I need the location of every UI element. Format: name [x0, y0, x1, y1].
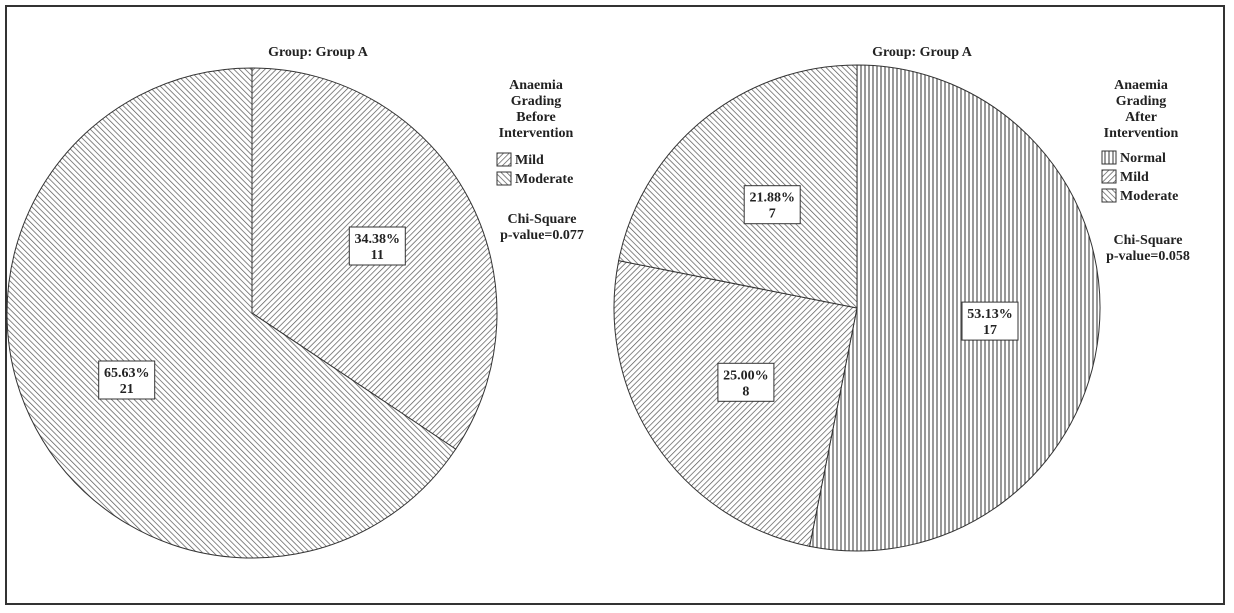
legend-title-line: After [1125, 110, 1157, 125]
legend-after: Anaemia Grading After Intervention Norma… [1101, 78, 1190, 264]
pie-slice-normal [809, 64, 1101, 552]
slice-percent-label: 53.13% [967, 307, 1013, 322]
slice-count-label: 7 [769, 207, 776, 222]
slice-labels-after: 53.13%17 25.00%8 21.88%7 [717, 185, 1019, 402]
legend-title-line: Intervention [499, 126, 574, 141]
legend-label-mild: Mild [515, 153, 544, 168]
pie-slice-moderate [618, 64, 858, 309]
legend-swatch-moderate [1101, 188, 1117, 203]
slice-percent-label: 65.63% [104, 366, 150, 381]
slice-label-box [98, 360, 156, 400]
slice-label-box [961, 301, 1019, 341]
slice-percent-label: 21.88% [749, 191, 795, 206]
legend-swatch-mild [1101, 169, 1117, 184]
p-value-label: p-value=0.058 [1106, 249, 1190, 264]
chart-title: Group: Group A [268, 45, 369, 60]
slice-label-box [717, 362, 775, 402]
chi-square-label: Chi-Square [508, 212, 577, 227]
slice-label-mild: 34.38%11 [348, 226, 406, 266]
legend-label-moderate: Moderate [1120, 189, 1178, 204]
legend-label-moderate: Moderate [515, 172, 573, 187]
chart-after: Group: Group A 53.13%17 25.00%8 21.88%7 An… [613, 45, 1190, 552]
slice-label-moderate: 65.63%21 [98, 360, 156, 400]
slice-count-label: 17 [983, 323, 997, 338]
slice-label-moderate: 21.88%7 [743, 185, 801, 225]
slice-percent-label: 25.00% [723, 368, 769, 383]
slice-percent-label: 34.38% [355, 232, 401, 247]
chart-title: Group: Group A [872, 45, 973, 60]
slice-count-label: 11 [371, 248, 384, 263]
legend-label-normal: Normal [1120, 151, 1166, 166]
figure-frame [5, 5, 1225, 605]
pie-after [613, 64, 1101, 552]
legend-title-line: Grading [511, 94, 562, 109]
slice-label-box [348, 226, 406, 266]
legend-title-line: Before [516, 110, 555, 125]
legend-title-line: Intervention [1104, 126, 1179, 141]
p-value-label: p-value=0.077 [500, 228, 584, 243]
slice-label-mild: 25.00%8 [717, 362, 775, 402]
legend-swatch-moderate [496, 171, 512, 186]
pie-slice-mild [613, 260, 858, 547]
legend-title-line: Anaemia [509, 78, 563, 93]
chi-square-label: Chi-Square [1114, 233, 1183, 248]
slice-count-label: 21 [120, 382, 134, 397]
slice-label-box [743, 185, 801, 225]
pie-slice-moderate [6, 67, 457, 559]
chart-before: Group: Group A 34.38%11 65.63%21 Anaemia … [6, 45, 584, 559]
legend-title-line: Grading [1116, 94, 1167, 109]
legend-swatch-normal [1101, 150, 1117, 165]
slice-count-label: 8 [742, 384, 749, 399]
legend-before: Anaemia Grading Before Intervention Mild… [496, 78, 584, 243]
pie-before [6, 67, 498, 559]
slice-labels-before: 34.38%11 65.63%21 [98, 226, 406, 400]
legend-label-mild: Mild [1120, 170, 1149, 185]
slice-label-normal: 53.13%17 [961, 301, 1019, 341]
legend-title-line: Anaemia [1114, 78, 1168, 93]
legend-swatch-mild [496, 152, 512, 167]
